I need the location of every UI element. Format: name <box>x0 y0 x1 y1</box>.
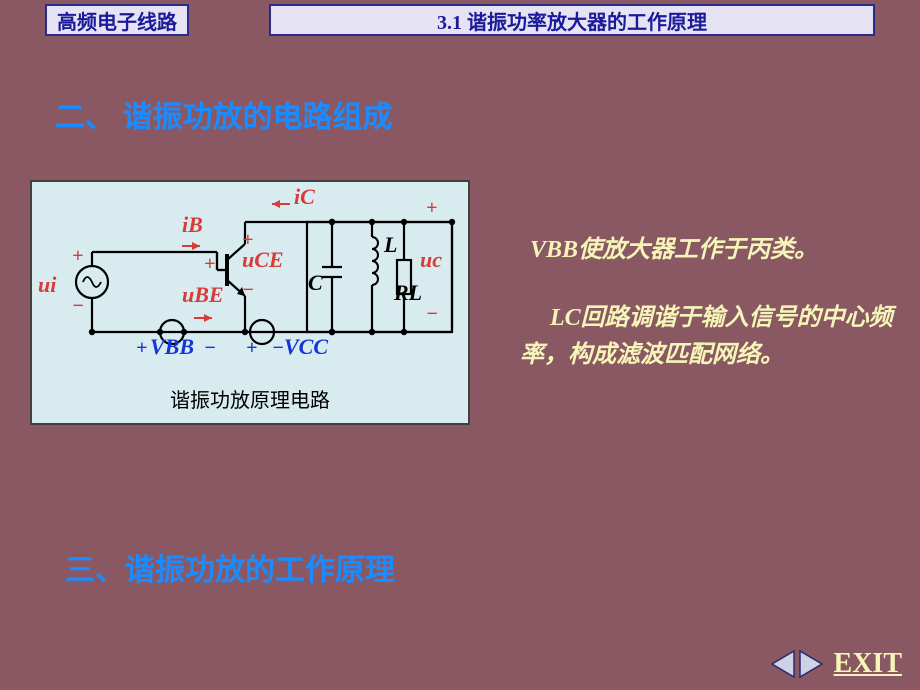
svg-text:C: C <box>308 270 323 295</box>
header-right-box: 3.1 谐振功率放大器的工作原理 <box>269 4 875 36</box>
next-icon[interactable] <box>798 649 826 679</box>
svg-text:uBE: uBE <box>182 282 224 307</box>
section-2-text: 二、 谐振功放的电路组成 <box>55 101 393 134</box>
svg-text:+: + <box>72 245 83 267</box>
header-bar: 高频电子线路 3.1 谐振功率放大器的工作原理 <box>45 4 875 36</box>
svg-text:iC: iC <box>294 184 315 209</box>
circuit-caption: 谐振功放原理电路 <box>32 384 468 413</box>
circuit-diagram: iCiBuCEuBEuiucLCRLVBBVCC+−++−+−+−+− 谐振功放… <box>30 180 470 425</box>
svg-text:RL: RL <box>393 280 422 305</box>
svg-text:+: + <box>204 253 215 275</box>
paragraph-2: LC回路调谐于输入信号的中心频率，构成滤波匹配网络。 <box>520 300 900 374</box>
svg-text:−: − <box>242 279 254 301</box>
svg-text:−: − <box>204 337 216 359</box>
svg-text:−: − <box>426 303 438 325</box>
header-left-text: 高频电子线路 <box>57 6 177 35</box>
prev-icon[interactable] <box>768 649 796 679</box>
svg-text:+: + <box>246 337 257 359</box>
svg-text:+: + <box>136 337 147 359</box>
header-right-text: 3.1 谐振功率放大器的工作原理 <box>437 6 707 35</box>
circuit-svg: iCiBuCEuBEuiucLCRLVBBVCC+−++−+−+−+− <box>32 182 468 387</box>
svg-text:uc: uc <box>420 247 442 272</box>
slide: 高频电子线路 3.1 谐振功率放大器的工作原理 二、 谐振功放的电路组成 iC i… <box>0 0 920 690</box>
nav-controls: EXIT <box>768 648 902 680</box>
svg-text:VCC: VCC <box>284 334 328 359</box>
section-3-text: 三、谐振功放的工作原理 <box>65 554 395 587</box>
svg-text:iB: iB <box>182 212 203 237</box>
svg-text:VBB: VBB <box>150 334 194 359</box>
svg-text:L: L <box>383 232 397 257</box>
svg-text:−: − <box>72 295 84 317</box>
exit-button[interactable]: EXIT <box>834 648 902 680</box>
svg-text:−: − <box>272 337 284 359</box>
svg-text:+: + <box>426 197 437 219</box>
section-2-heading: 二、 谐振功放的电路组成 <box>55 92 393 136</box>
section-3-heading: 三、谐振功放的工作原理 <box>65 545 395 589</box>
svg-text:ui: ui <box>38 272 57 297</box>
svg-text:+: + <box>242 229 253 251</box>
header-left-box: 高频电子线路 <box>45 4 189 36</box>
paragraph-1: VBB使放大器工作于丙类。 <box>530 232 900 269</box>
